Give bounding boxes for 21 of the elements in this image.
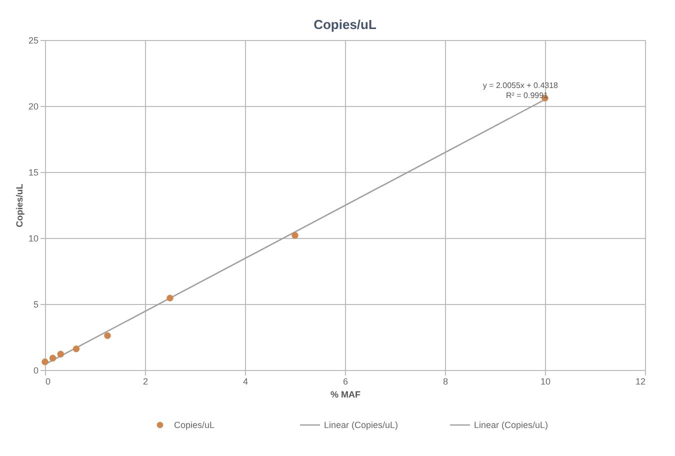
- y-tick-label: 5: [33, 300, 38, 310]
- y-tick-label: 0: [33, 366, 38, 376]
- annotation: R² = 0.9991: [506, 91, 549, 100]
- x-axis-title: % MAF: [330, 390, 361, 400]
- annotation: y = 2.0055x + 0.4318: [482, 81, 559, 90]
- x-tick-label: 12: [635, 376, 646, 386]
- y-tick-label: 25: [28, 36, 38, 46]
- legend-label: Copies/uL: [174, 420, 215, 430]
- x-tick-label: 4: [242, 376, 248, 386]
- legend-label: Linear (Copies/uL): [324, 420, 398, 430]
- y-axis-title: Copies/uL: [14, 183, 24, 228]
- chart-title: Copies/uL: [314, 17, 376, 32]
- x-tick-label: 10: [540, 376, 551, 386]
- x-tick-label: 6: [342, 376, 348, 386]
- x-tick-label: 0: [46, 376, 51, 386]
- y-tick-label: 15: [28, 168, 38, 178]
- y-tick-label: 20: [28, 102, 38, 112]
- legend-label: Linear (Copies/uL): [474, 420, 548, 430]
- y-tick-label: 10: [28, 234, 38, 244]
- x-tick-label: 8: [442, 376, 448, 386]
- x-tick-label: 2: [142, 376, 148, 386]
